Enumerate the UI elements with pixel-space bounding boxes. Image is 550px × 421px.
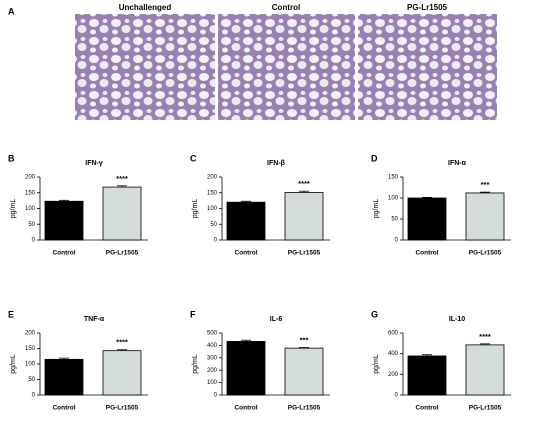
x-tick-label: Control — [234, 250, 257, 257]
bar — [407, 197, 447, 241]
x-tick-label: PG-Lr1505 — [106, 250, 139, 257]
bar — [407, 355, 447, 396]
bar — [465, 344, 505, 396]
x-tick-label: Control — [52, 405, 75, 412]
x-tick-label: Control — [415, 405, 438, 412]
image-label: Unchallenged — [119, 3, 172, 12]
chart-title: IL-6 — [270, 316, 283, 323]
y-axis-label: pg/mL — [192, 354, 199, 374]
significance: **** — [479, 332, 491, 341]
bar — [102, 186, 142, 241]
panel-label: A — [8, 6, 15, 16]
y-tick-label: 50 — [210, 222, 217, 228]
y-axis-label: pg/mL — [10, 199, 17, 219]
x-tick-label: PG-Lr1505 — [469, 250, 502, 257]
y-axis-label: pg/mL — [373, 354, 380, 374]
bar — [102, 350, 142, 396]
histology-image — [75, 14, 215, 120]
bar — [284, 192, 324, 241]
bar — [44, 200, 84, 241]
y-tick-label: 500 — [207, 331, 218, 337]
y-tick-label: 150 — [25, 190, 36, 196]
bar — [226, 341, 266, 396]
image-label: Control — [272, 3, 300, 12]
y-tick-label: 400 — [388, 351, 399, 357]
y-tick-label: 150 — [207, 190, 218, 196]
bar — [465, 192, 505, 241]
y-tick-label: 50 — [28, 222, 35, 228]
y-tick-label: 200 — [207, 175, 218, 181]
chart-title: IL-10 — [449, 316, 465, 323]
y-tick-label: 600 — [388, 331, 399, 337]
bar — [284, 347, 324, 396]
x-tick-label: PG-Lr1505 — [288, 250, 321, 257]
y-tick-label: 100 — [388, 196, 399, 202]
panel-label: F — [190, 309, 196, 319]
histology-image — [358, 14, 497, 120]
panel-label: G — [371, 309, 378, 319]
significance: **** — [116, 174, 128, 183]
histology-image — [218, 14, 355, 120]
y-tick-label: 0 — [395, 238, 399, 244]
y-tick-label: 150 — [388, 175, 399, 181]
y-axis-label: pg/mL — [192, 199, 199, 219]
chart-title: TNF-α — [84, 316, 105, 323]
y-tick-label: 0 — [214, 238, 218, 244]
significance: *** — [481, 180, 490, 189]
panel-label: C — [190, 153, 197, 163]
panel-label: D — [371, 153, 378, 163]
y-tick-label: 300 — [207, 355, 218, 361]
y-tick-label: 100 — [207, 380, 218, 386]
chart-title: IFN-α — [448, 160, 467, 167]
y-tick-label: 0 — [395, 393, 399, 399]
x-tick-label: PG-Lr1505 — [469, 405, 502, 412]
y-tick-label: 200 — [25, 331, 36, 337]
x-tick-label: PG-Lr1505 — [106, 405, 139, 412]
y-tick-label: 200 — [388, 372, 399, 378]
y-tick-label: 100 — [25, 362, 36, 368]
y-tick-label: 150 — [25, 346, 36, 352]
panel-label: B — [8, 153, 15, 163]
x-tick-label: Control — [52, 250, 75, 257]
y-tick-label: 0 — [32, 393, 36, 399]
chart-title: IFN-γ — [85, 160, 103, 167]
y-tick-label: 100 — [207, 206, 218, 212]
y-tick-label: 50 — [28, 377, 35, 383]
y-axis-label: pg/mL — [373, 199, 380, 219]
panel-label: E — [8, 309, 14, 319]
significance: **** — [116, 338, 128, 347]
chart-title: IFN-β — [267, 160, 286, 167]
y-tick-label: 50 — [391, 217, 398, 223]
y-tick-label: 400 — [207, 343, 218, 349]
x-tick-label: Control — [234, 405, 257, 412]
x-tick-label: PG-Lr1505 — [288, 405, 321, 412]
bar — [44, 358, 84, 396]
y-tick-label: 200 — [25, 175, 36, 181]
y-tick-label: 0 — [214, 393, 218, 399]
bar — [226, 201, 266, 241]
significance: **** — [298, 179, 310, 188]
y-tick-label: 200 — [207, 368, 218, 374]
image-label: PG-Lr1505 — [407, 3, 448, 12]
y-tick-label: 0 — [32, 238, 36, 244]
x-tick-label: Control — [415, 250, 438, 257]
significance: *** — [300, 335, 309, 344]
y-axis-label: pg/mL — [10, 354, 17, 374]
y-tick-label: 100 — [25, 206, 36, 212]
